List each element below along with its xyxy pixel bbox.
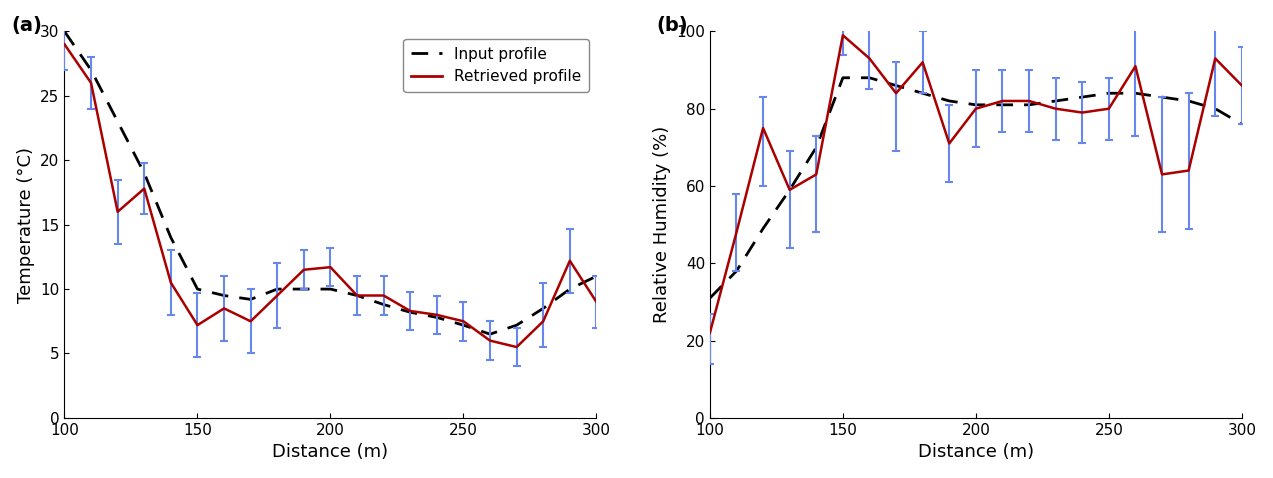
X-axis label: Distance (m): Distance (m) [272, 443, 388, 461]
X-axis label: Distance (m): Distance (m) [918, 443, 1034, 461]
Text: (a): (a) [11, 16, 42, 35]
Text: (b): (b) [657, 16, 689, 35]
Y-axis label: Relative Humidity (%): Relative Humidity (%) [653, 126, 671, 323]
Y-axis label: Temperature (°C): Temperature (°C) [17, 147, 34, 303]
Legend: Input profile, Retrieved profile: Input profile, Retrieved profile [404, 39, 589, 92]
